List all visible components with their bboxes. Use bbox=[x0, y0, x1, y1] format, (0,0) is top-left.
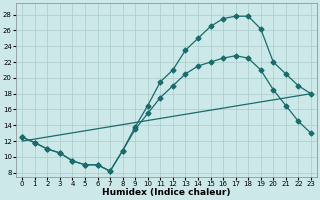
X-axis label: Humidex (Indice chaleur): Humidex (Indice chaleur) bbox=[102, 188, 231, 197]
